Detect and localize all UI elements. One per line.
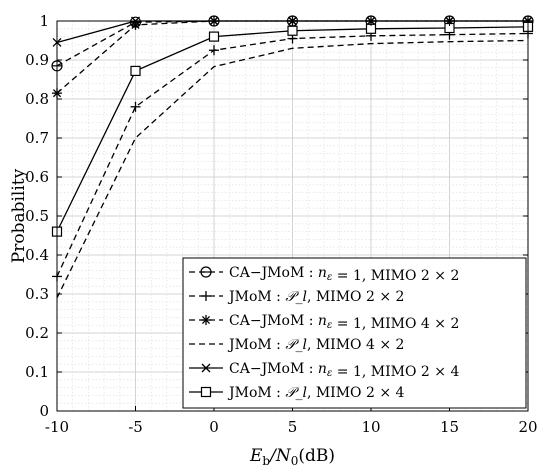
legend-label-var: l (302, 385, 306, 401)
legend-label-part: 2 × 4 (362, 385, 405, 401)
legend-item-4: JMoM : 𝒫_l, MIMO 4 × 2 (189, 337, 404, 353)
legend-label-sub: ε (327, 272, 332, 283)
marker-asterisk-d2 (201, 315, 211, 325)
x-tick-label: 20 (518, 418, 537, 436)
legend-label-part: = 1, (332, 268, 370, 284)
y-tick-label: 0.7 (25, 129, 49, 147)
legend-label-part: , (307, 385, 316, 401)
y-tick-label: 0.5 (25, 207, 49, 225)
x-axis-label-tail: (dB) (298, 446, 335, 466)
legend-label-part: JMoM (260, 265, 305, 281)
x-axis-label-mid: /N (268, 446, 292, 466)
legend-label-part: _ (295, 289, 302, 305)
legend-item-3: CA−JMoM : nε = 1, MIMO 4 × 2 (189, 313, 459, 332)
legend-label-part: MIMO (371, 268, 417, 284)
x-tick-label: -10 (45, 418, 69, 436)
legend-label-part: MIMO (371, 316, 417, 332)
x-axis-label-sub1: b (262, 454, 270, 468)
y-tick-label: 0.3 (25, 285, 49, 303)
legend-label-part: : (304, 313, 318, 329)
y-tick-label: 0.1 (25, 363, 49, 381)
legend-label-part: MIMO (316, 289, 362, 305)
x-tick-label: 5 (288, 418, 298, 436)
marker-square (130, 65, 141, 77)
legend-label-part: CA (229, 361, 251, 377)
marker-square (208, 31, 220, 42)
y-axis-label: Probability (9, 168, 29, 263)
x-axis-label-sub2: 0 (291, 454, 299, 468)
legend-label-var: n (318, 265, 327, 281)
y-tick-label: 0 (39, 402, 49, 420)
legend-label-part: CA (229, 265, 251, 281)
series-4 (56, 39, 529, 299)
legend-label-sub: ε (327, 320, 332, 331)
legend-label-part: _ (295, 385, 302, 401)
x-tick-label: 10 (361, 418, 380, 436)
legend-label: CA−JMoM : nε = 1, MIMO 2 × 4 (229, 361, 459, 380)
x-tick-label: 15 (440, 418, 459, 436)
legend-item-5: CA−JMoM : nε = 1, MIMO 2 × 4 (189, 361, 459, 380)
series-4-line (56, 39, 529, 299)
legend-label-part: 2 × 4 (416, 364, 459, 380)
legend-label-part: : (304, 265, 318, 281)
legend-label-part: 2 × 2 (416, 268, 459, 284)
y-tick-label: 0.9 (25, 51, 49, 69)
legend-label-var: l (302, 337, 306, 353)
y-tick-label: 0.4 (25, 246, 49, 264)
legend-label-sub: ε (327, 368, 332, 379)
x-axis-label-main: E (249, 446, 263, 466)
legend-item-1: CA−JMoM : nε = 1, MIMO 2 × 2 (189, 265, 459, 284)
legend-label-part: _ (295, 337, 302, 353)
legend-label-var: l (302, 289, 306, 305)
legend-label-part: − (250, 313, 262, 329)
legend-label-part: − (250, 265, 262, 281)
legend-box (182, 257, 527, 409)
marker-square (287, 25, 298, 36)
legend-label-part: JMoM (227, 289, 272, 305)
legend-label-part: 4 × 2 (416, 316, 459, 332)
legend-label-part: JMoM (227, 385, 272, 401)
legend-label-part: , (307, 337, 316, 353)
legend-label-part: 4 × 2 (362, 337, 405, 353)
y-tick-label: 0.8 (25, 90, 49, 108)
legend-label-var: n (318, 361, 327, 377)
legend-label: JMoM : 𝒫_l, MIMO 2 × 2 (227, 289, 404, 305)
marker-x-d2 (201, 363, 211, 373)
legend-label-part: : (272, 337, 286, 353)
x-tick-label: 0 (209, 418, 219, 436)
legend-item-6: JMoM : 𝒫_l, MIMO 2 × 4 (189, 385, 405, 401)
legend-label-var: n (318, 313, 327, 329)
x-tick-label: -5 (128, 418, 143, 436)
legend-item-2: JMoM : 𝒫_l, MIMO 2 × 2 (189, 289, 404, 305)
legend-label-part: MIMO (316, 337, 362, 353)
y-tick-label: 0.2 (25, 324, 49, 342)
legend-label: CA−JMoM : nε = 1, MIMO 4 × 2 (229, 313, 459, 332)
legend-label-part: = 1, (332, 364, 370, 380)
legend-label: JMoM : 𝒫_l, MIMO 2 × 4 (227, 385, 405, 401)
legend-label-part: − (250, 361, 262, 377)
legend-label-part: 2 × 2 (362, 289, 405, 305)
legend-label: CA−JMoM : nε = 1, MIMO 2 × 2 (229, 265, 459, 284)
legend-label-part: MIMO (316, 385, 362, 401)
legend-label-part: JMoM (260, 313, 305, 329)
legend-label-part: : (272, 289, 286, 305)
y-tick-label: 0.6 (25, 168, 49, 186)
legend-label-part: JMoM (260, 361, 305, 377)
ticks: -10 -5 0 5 10 15 20 0 0.1 0.2 0.3 0.4 0.5 0.6 0.7 0.8 0.… (25, 12, 537, 436)
legend-label-part: : (304, 361, 318, 377)
legend-label: JMoM : 𝒫_l, MIMO 4 × 2 (227, 337, 404, 353)
legend-label-part: JMoM (227, 337, 272, 353)
legend-label-part: CA (229, 313, 251, 329)
legend-label-part: , (307, 289, 316, 305)
legend-label-part: MIMO (371, 364, 417, 380)
x-axis-label: Eb/N0(dB) (249, 446, 335, 468)
marker-square (200, 386, 212, 398)
y-tick-label: 1 (39, 12, 49, 30)
legend-label-part: : (272, 385, 286, 401)
legend-label-part: = 1, (332, 316, 370, 332)
